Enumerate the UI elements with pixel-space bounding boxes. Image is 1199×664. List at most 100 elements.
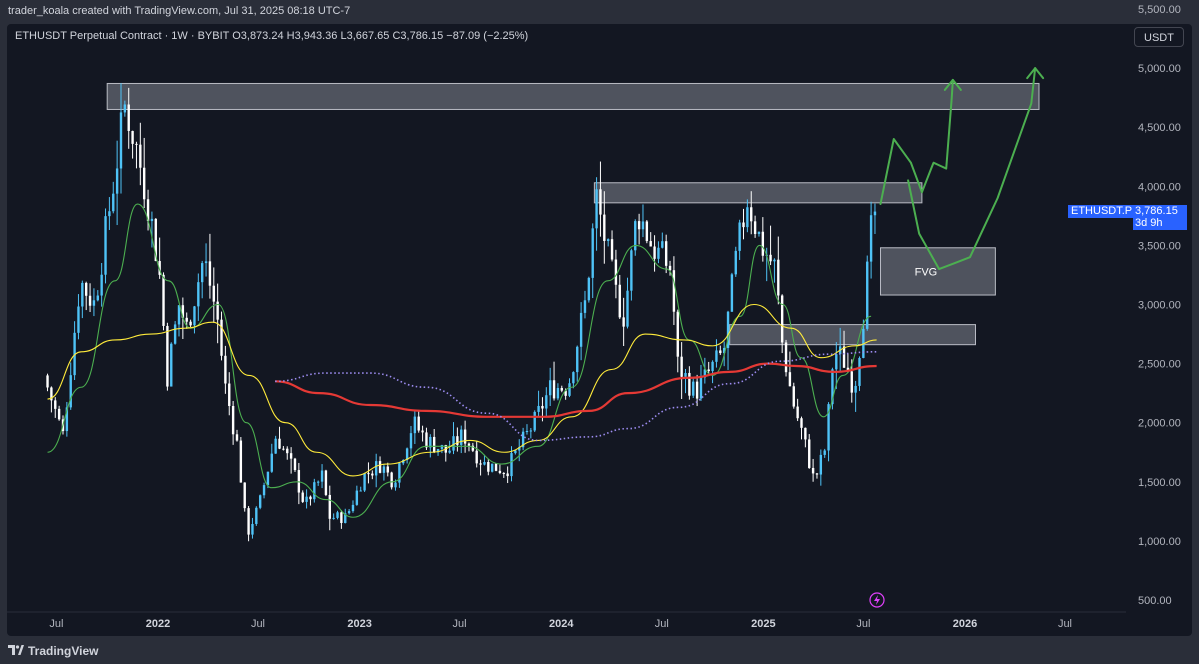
candle-down	[719, 350, 722, 354]
candle-up	[177, 305, 181, 325]
candle-down	[185, 317, 188, 322]
candle-up	[258, 495, 262, 508]
candle-down	[618, 284, 621, 318]
candle-down	[166, 325, 169, 387]
candle-up	[394, 482, 397, 488]
projection-arrowhead	[1026, 67, 1045, 80]
event-flag-icon[interactable]	[869, 592, 885, 608]
candle-down	[707, 369, 710, 372]
candle-down	[154, 218, 157, 262]
candle-up	[123, 104, 127, 113]
currency-button[interactable]: USDT	[1134, 27, 1184, 47]
candle-down	[189, 321, 192, 326]
candle-up	[606, 239, 610, 241]
candle-up	[734, 250, 737, 275]
candles-layer	[46, 83, 877, 542]
candle-down	[432, 436, 436, 453]
time-axis[interactable]: Jul 2022 Jul 2023 Jul 2024 Jul 2025 Jul 2026 Jul	[49, 618, 1072, 630]
candle-up	[657, 247, 660, 259]
candle-down	[301, 492, 304, 502]
candle-up	[363, 473, 366, 491]
candle-down	[502, 472, 505, 474]
candle-up	[429, 436, 432, 448]
candle-up	[514, 450, 517, 454]
candle-up	[738, 222, 741, 251]
candle-down	[88, 295, 92, 306]
candle-down	[181, 305, 185, 318]
candle-up	[355, 490, 359, 505]
candle-up	[405, 448, 409, 461]
candle-up	[641, 221, 645, 230]
zone-box	[879, 247, 996, 296]
candle-up	[726, 311, 730, 348]
price-axis[interactable]: 500.00 1,000.00 1,500.00 2,000.00 2,500.00 3,…	[1138, 4, 1181, 607]
candle-down	[146, 199, 150, 222]
projection-path	[879, 78, 954, 206]
candle-up	[112, 193, 115, 212]
candle-down	[220, 319, 223, 356]
candle-down	[425, 432, 428, 448]
candle-down	[235, 434, 239, 441]
candle-up	[262, 485, 266, 496]
candle-down	[780, 295, 784, 343]
price-tick-label: 4,000.00	[1138, 181, 1181, 193]
price-tick-label: 3,000.00	[1138, 300, 1181, 312]
candle-up	[854, 385, 857, 393]
candle-down	[50, 387, 53, 401]
candle-down	[742, 222, 745, 228]
candle-up	[746, 207, 749, 228]
candle-up	[525, 431, 529, 433]
time-tick-label: Jul	[655, 618, 669, 630]
candle-down	[84, 282, 88, 296]
candle-down	[386, 466, 389, 473]
candle-down	[842, 346, 846, 368]
candle-down	[328, 494, 331, 519]
candle-down	[649, 241, 652, 247]
candle-up	[533, 411, 536, 431]
candle-down	[378, 461, 382, 473]
candle-up	[630, 250, 633, 291]
candle-up	[305, 496, 308, 502]
candle-down	[127, 104, 130, 131]
candle-down	[653, 246, 656, 259]
time-tick-label: Jul	[453, 618, 467, 630]
candle-down	[664, 241, 668, 266]
candle-down	[371, 473, 374, 476]
candle-down	[614, 259, 618, 285]
candle-up	[858, 357, 861, 386]
candle-up	[626, 290, 629, 327]
candle-up	[69, 375, 72, 408]
symbol-legend[interactable]: ETHUSDT Perpetual Contract · 1W · BYBIT …	[15, 30, 529, 42]
candle-up	[711, 361, 714, 372]
candle-up	[266, 471, 270, 486]
candle-down	[796, 406, 799, 419]
candle-up	[119, 112, 123, 169]
candle-up	[819, 454, 823, 475]
candle-up	[537, 405, 540, 412]
time-tick-label: 2023	[347, 618, 371, 630]
candle-down	[846, 367, 850, 372]
candle-up	[545, 395, 548, 409]
time-tick-label: Jul	[1058, 618, 1072, 630]
candle-up	[77, 306, 80, 333]
candle-up	[351, 504, 355, 512]
candle-up	[452, 436, 455, 451]
price-tick-label: 5,000.00	[1138, 63, 1181, 75]
chart-frame[interactable]	[7, 24, 1192, 636]
candle-down	[239, 440, 243, 483]
candle-down	[808, 439, 811, 468]
candle-down	[463, 429, 467, 444]
zones-layer: FVG	[106, 82, 1040, 346]
candle-up	[108, 211, 111, 217]
candle-up	[313, 482, 316, 500]
candle-down	[208, 261, 212, 286]
candle-up	[448, 450, 451, 453]
title-bar: trader_koala created with TradingView.co…	[0, 0, 1199, 24]
candle-up	[576, 346, 579, 373]
candle-up	[200, 263, 204, 283]
candle-down	[57, 408, 61, 420]
candle-up	[483, 462, 486, 465]
candle-up	[170, 343, 173, 387]
candle-up	[831, 369, 834, 405]
